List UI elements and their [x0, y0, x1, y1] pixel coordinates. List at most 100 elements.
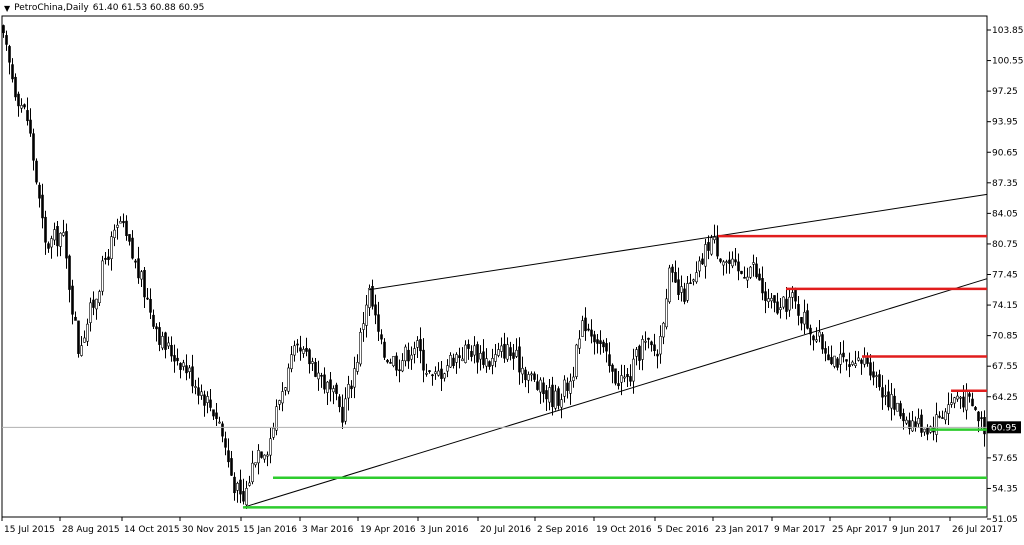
y-tick-label: 51.05 — [992, 515, 1018, 525]
candle-body — [2, 25, 5, 34]
y-tick-label: 97.25 — [992, 87, 1018, 97]
candle-body — [242, 491, 245, 502]
candle-body — [68, 255, 71, 290]
candle-body — [617, 383, 620, 387]
candle-body — [740, 270, 743, 274]
x-tick-label: 14 Oct 2015 — [124, 525, 180, 535]
candle-body — [917, 417, 920, 425]
candles — [2, 24, 986, 509]
y-tick-label: 90.65 — [992, 148, 1018, 158]
candle-body — [209, 399, 212, 408]
candle-body — [734, 259, 737, 263]
candle-body — [389, 362, 392, 364]
candle-body — [332, 388, 335, 393]
candle-body — [134, 260, 137, 263]
candle-body — [221, 423, 224, 437]
candle-body — [254, 462, 257, 466]
candle-body — [140, 271, 143, 280]
candle-body — [305, 348, 308, 352]
x-tick-label: 5 Dec 2016 — [657, 525, 709, 535]
y-tick-label: 64.25 — [992, 393, 1018, 403]
candle-body — [509, 347, 512, 357]
candle-body — [236, 483, 239, 491]
candle-body — [761, 278, 764, 294]
candle-body — [443, 373, 446, 379]
candle-body — [893, 395, 896, 410]
candle-body — [500, 345, 503, 352]
candle-body — [746, 276, 749, 281]
candle-body — [701, 258, 704, 265]
candle-body — [902, 413, 905, 422]
candle-body — [737, 261, 740, 272]
candle-body — [245, 488, 248, 506]
candle-body — [176, 357, 179, 362]
candle-body — [158, 327, 161, 345]
candle-body — [698, 260, 701, 272]
candle-body — [107, 256, 110, 260]
candle-body — [878, 374, 881, 388]
candle-body — [116, 224, 119, 228]
lower-support-line — [242, 278, 988, 508]
candle-body — [656, 353, 659, 357]
candle-body — [575, 344, 578, 377]
y-tick-label: 77.45 — [992, 271, 1018, 281]
candle-body — [689, 282, 692, 284]
candle-body — [8, 46, 11, 63]
candle-body — [557, 388, 560, 406]
y-tick-label: 87.35 — [992, 179, 1018, 189]
candle-body — [830, 357, 833, 364]
candle-body — [578, 338, 581, 349]
candle-body — [536, 381, 539, 390]
candle-body — [611, 364, 614, 372]
candle-body — [686, 283, 689, 301]
collapse-arrow-icon[interactable]: ▼ — [4, 3, 11, 13]
candle-body — [908, 420, 911, 429]
candle-body — [470, 350, 473, 357]
candle-body — [770, 297, 773, 302]
candle-body — [323, 374, 326, 390]
candle-body — [20, 105, 23, 109]
candle-body — [854, 363, 857, 366]
candle-body — [779, 307, 782, 310]
candle-body — [977, 411, 980, 422]
candle-body — [143, 270, 146, 298]
x-tick-label: 28 Aug 2015 — [62, 525, 120, 535]
candle-body — [815, 339, 818, 342]
y-tick-label: 100.55 — [992, 57, 1024, 67]
candle-body — [725, 261, 728, 263]
candle-body — [479, 352, 482, 360]
candle-body — [920, 414, 923, 433]
candle-body — [53, 229, 56, 241]
candle-body — [809, 327, 812, 335]
candle-body — [239, 479, 242, 495]
candle-body — [758, 273, 761, 281]
candle-body — [122, 221, 125, 224]
candle-body — [824, 348, 827, 354]
candle-body — [347, 384, 350, 399]
x-tick-label: 3 Jun 2016 — [420, 525, 469, 535]
candle-body — [935, 414, 938, 435]
candle-body — [374, 304, 377, 316]
candle-body — [776, 301, 779, 314]
candle-body — [281, 391, 284, 404]
candle-body — [320, 374, 323, 377]
candle-body — [71, 285, 74, 315]
candle-body — [398, 369, 401, 372]
candle-body — [185, 365, 188, 374]
candle-body — [644, 340, 647, 343]
candle-body — [860, 359, 863, 364]
candle-body — [965, 391, 968, 411]
candle-body — [137, 258, 140, 279]
candle-body — [308, 349, 311, 365]
candle-body — [104, 257, 107, 260]
candle-body — [629, 376, 632, 382]
candle-body — [326, 381, 329, 393]
candle-body — [521, 367, 524, 375]
candle-body — [167, 342, 170, 347]
candle-body — [77, 320, 80, 354]
candle-body — [791, 292, 794, 298]
candle-body — [131, 237, 134, 259]
candle-body — [218, 421, 221, 424]
ohlc-readout: 61.40 61.53 60.88 60.95 — [92, 3, 205, 13]
